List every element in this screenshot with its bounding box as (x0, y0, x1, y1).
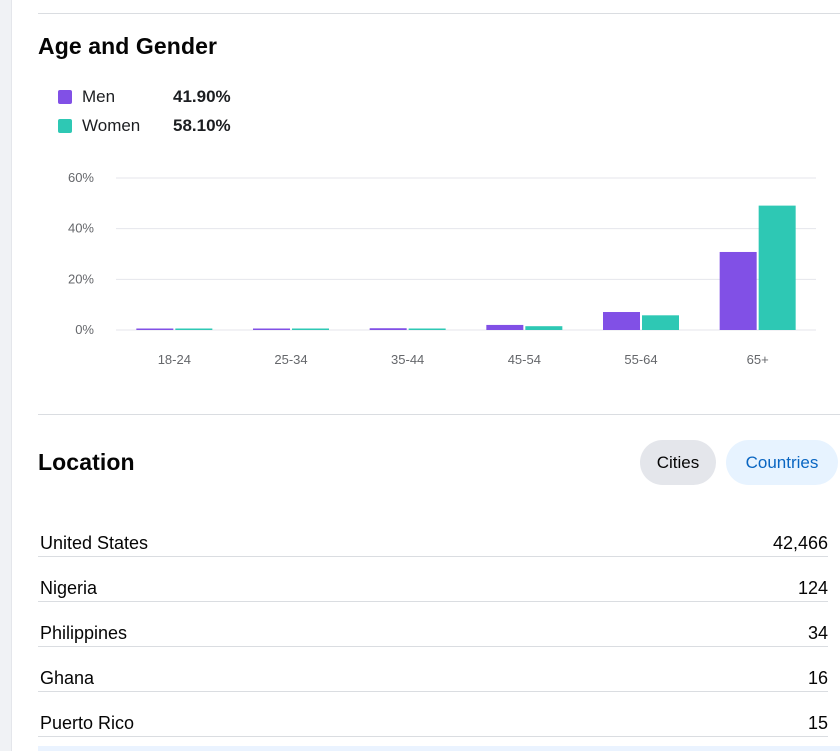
top-divider (38, 13, 840, 14)
legend-item-women: Women 58.10% (58, 111, 258, 140)
bar-men-65+ (719, 251, 757, 330)
legend-value-men: 41.90% (173, 86, 231, 106)
location-title: Location (38, 449, 135, 475)
cities-tab[interactable]: Cities (640, 440, 716, 485)
location-row: Puerto Rico 15 (38, 692, 828, 737)
location-row: United States 42,466 (38, 520, 828, 557)
y-tick-label: 0% (75, 322, 94, 337)
location-count: 124 (797, 578, 828, 598)
bar-men-45-54 (486, 324, 524, 330)
location-name: Philippines (40, 623, 128, 643)
bar-women-25-34 (292, 328, 329, 330)
location-count: 15 (807, 713, 828, 733)
next-section-edge (38, 746, 840, 751)
location-name: Ghana (40, 668, 95, 688)
women-swatch-icon (58, 118, 72, 133)
bar-men-18-24 (136, 328, 174, 330)
location-name: Nigeria (40, 578, 98, 598)
legend-item-men: Men 41.90% (58, 82, 258, 111)
location-row: Ghana 16 (38, 647, 828, 692)
x-tick-label: 45-54 (508, 352, 541, 367)
bar-men-35-44 (369, 328, 407, 330)
countries-tab[interactable]: Countries (726, 440, 838, 485)
location-name: Puerto Rico (40, 713, 135, 733)
left-rail (0, 0, 12, 751)
bar-men-25-34 (253, 328, 290, 330)
location-count: 34 (807, 623, 828, 643)
location-row: Philippines 34 (38, 602, 828, 647)
y-tick-label: 20% (68, 271, 94, 286)
x-tick-label: 65+ (747, 352, 769, 367)
location-name: United States (40, 533, 149, 553)
men-swatch-icon (58, 89, 72, 104)
bar-women-65+ (758, 205, 796, 330)
location-count: 42,466 (772, 533, 828, 553)
bar-women-18-24 (175, 328, 213, 330)
bar-men-55-64 (603, 312, 640, 330)
bar-women-35-44 (408, 328, 446, 330)
y-tick-label: 60% (68, 170, 94, 185)
location-row: Nigeria 124 (38, 557, 828, 602)
legend-label-women: Women (82, 115, 141, 135)
section-divider (38, 414, 840, 415)
location-list: United States 42,466 Nigeria 124 Philipp… (38, 520, 828, 737)
age-gender-title: Age and Gender (38, 33, 218, 59)
chart-legend: Men 41.90% Women 58.10% (58, 82, 258, 140)
x-tick-label: 55-64 (624, 352, 657, 367)
x-tick-label: 35-44 (391, 352, 424, 367)
x-tick-label: 25-34 (274, 352, 307, 367)
age-gender-bar-chart: 0% 20% 40% 60% 18-24 25-34 35-44 45-54 55-64 65+ (68, 170, 816, 367)
location-count: 16 (807, 668, 828, 688)
bar-women-55-64 (642, 315, 679, 330)
bar-women-45-54 (525, 326, 563, 330)
legend-value-women: 58.10% (173, 115, 231, 135)
x-tick-label: 18-24 (158, 352, 191, 367)
legend-label-men: Men (82, 86, 116, 106)
y-tick-label: 40% (68, 221, 94, 236)
